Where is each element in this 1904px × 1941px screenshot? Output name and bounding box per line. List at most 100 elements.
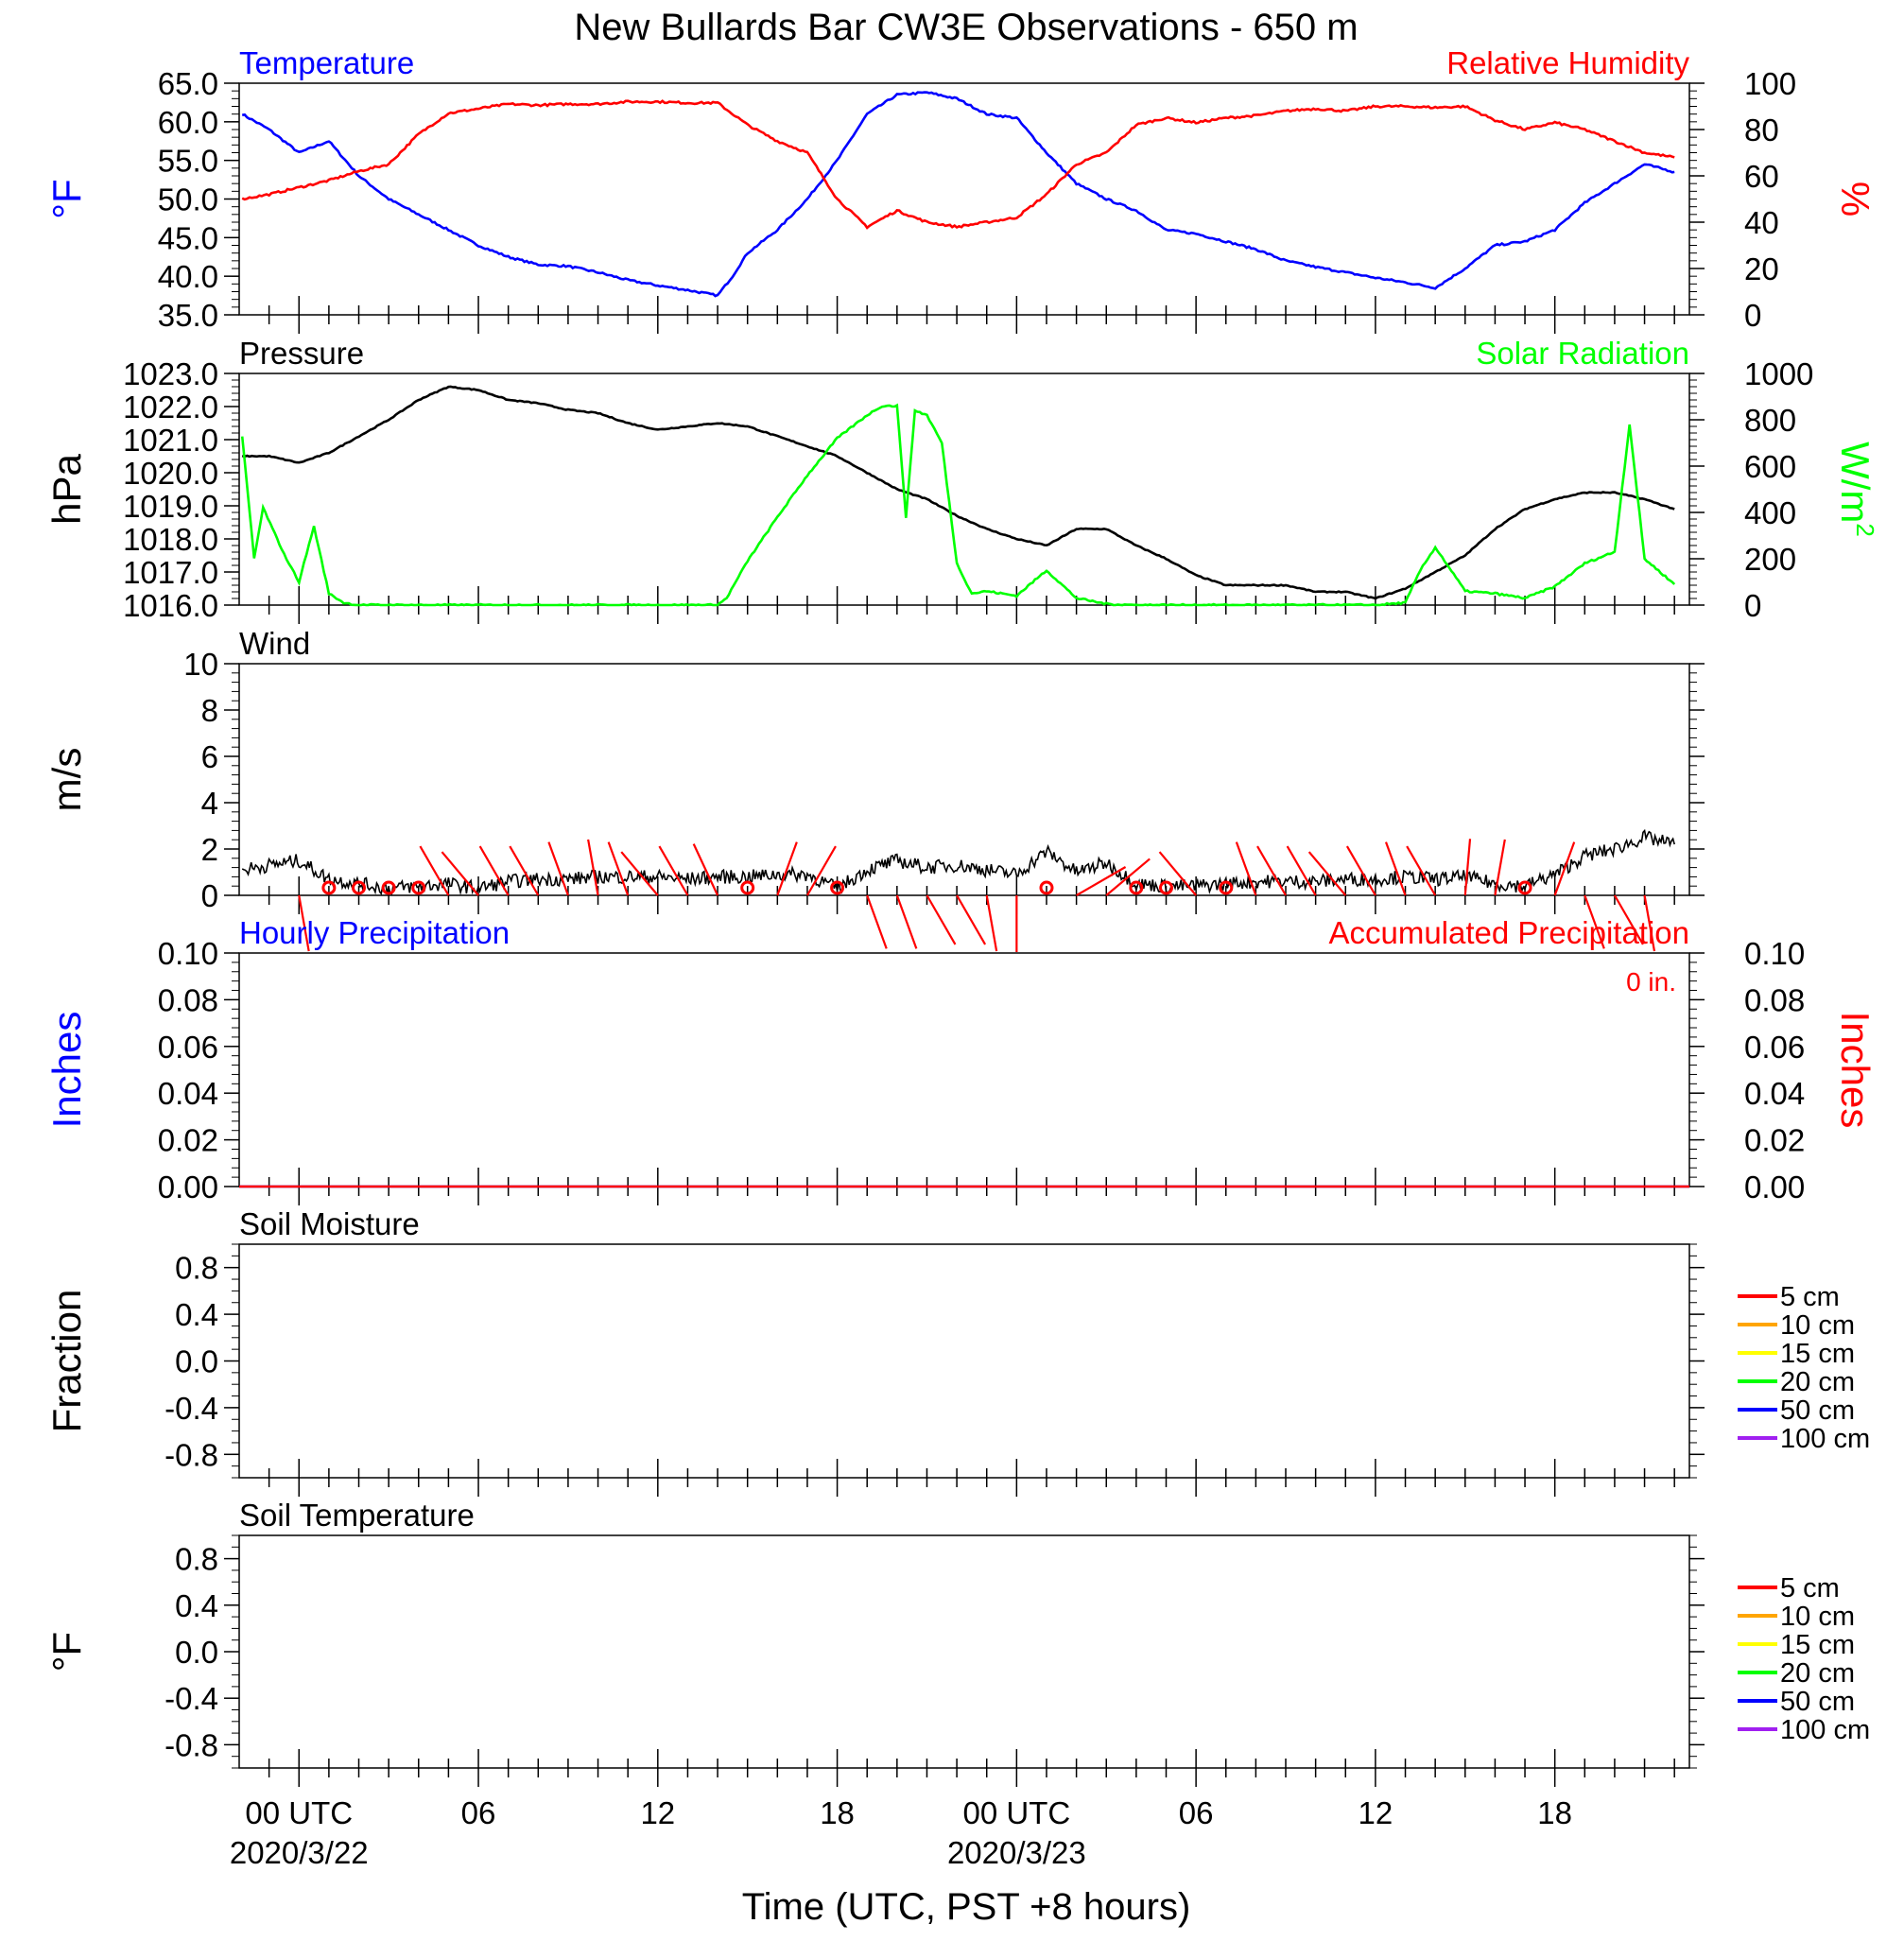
calm-wind-marker [1219,880,1234,895]
y-left-tick-label: 10 [183,647,218,682]
y-left-tick-label: 0 [201,878,218,913]
panel-1: 35.0 40.0 45.050.055.0 60.0 65.0 0 20 40 60 80 100… [44,45,1878,334]
legend-label: 15 cm [1780,1339,1855,1369]
wind-barb [607,841,630,896]
y-right-tick-label: 0.04 [1744,1076,1805,1111]
y-right-tick-label: 200 [1744,542,1796,577]
y-right-tick-label: 0.06 [1744,1030,1805,1065]
y-left-tick-label: 55.0 [158,144,218,179]
wind-barb [1463,839,1472,896]
y-left-tick-label: 0.8 [175,1251,218,1286]
y-right-axis-label: W/m2 [1833,442,1879,537]
time-axis: 00 UTC 2020/3/22 06 12 18 00 UTC 2020/3/23 06 12… [230,1795,1572,1870]
panel-title-left: Wind [239,626,310,661]
plot-frame [238,1534,1690,1769]
y-left-tick-label: 1020.0 [123,456,218,491]
wind-barb [658,845,689,896]
panel-title-left: Soil Moisture [239,1206,420,1241]
panel-title-right: Relative Humidity [1446,45,1689,80]
y-left-tick-label: 40.0 [158,259,218,294]
time-tick-label: 00 UTC [962,1795,1070,1830]
panel-title-left: Pressure [239,336,364,371]
panel-title-left: Soil Temperature [239,1498,475,1533]
wind-barb [895,894,918,949]
y-right-tick-label: 0.08 [1744,982,1805,1017]
y-left-tick-label: 1017.0 [123,555,218,590]
wind-barb [1406,845,1437,896]
wind-barb [1307,851,1347,896]
y-left-tick-label: 0.4 [175,1297,218,1332]
time-tick-label: 18 [820,1795,855,1830]
wind-barb [1584,894,1605,949]
legend-label: 10 cm [1780,1310,1855,1341]
calm-wind-marker [1129,880,1144,895]
time-tick-label: 12 [640,1795,675,1830]
wind-barb [1345,845,1376,896]
wind-barb [1105,858,1151,896]
wind-barb [985,894,998,952]
wind-barb [509,845,540,896]
y-left-tick-label: 0.8 [175,1542,218,1577]
time-axis-label: Time (UTC, PST +8 hours) [742,1886,1191,1928]
y-left-tick-label: 0.10 [158,936,218,971]
y-left-tick-label: 0.0 [175,1344,218,1379]
legend-label: 15 cm [1780,1630,1855,1660]
y-left-axis-label: hPa [44,453,89,524]
y-right-tick-label: 800 [1744,403,1796,438]
plot-frame [238,663,1690,896]
series-temperature [242,91,1675,298]
y-right-tick-label: 60 [1744,159,1779,194]
y-right-tick-label: 20 [1744,251,1779,286]
y-left-tick-label: 35.0 [158,298,218,333]
y-left-tick-label: 0.4 [175,1588,218,1623]
figure-title: New Bullards Bar CW3E Observations - 650… [574,7,1358,48]
panel-4: 0.00 0.02 0.04 0.06 0.08 0.10 0.00 0.02 0.04 0.06… [44,915,1878,1205]
y-right-tick-label: 0 [1744,588,1761,623]
y-left-axis-label: °F [44,179,89,218]
wind-barb [1643,894,1656,952]
y-left-tick-label: 0.0 [175,1635,218,1670]
y-right-axis-label: % [1833,182,1878,217]
y-right-tick-label: 1000 [1744,356,1813,391]
y-right-tick-label: 0.10 [1744,936,1805,971]
y-left-tick-label: 50.0 [158,182,218,217]
y-left-tick-label: -0.4 [164,1681,218,1716]
y-left-tick-label: 60.0 [158,105,218,140]
wind-barb [478,845,510,896]
calm-wind-marker [830,880,845,895]
panel-title-left: Temperature [239,45,414,80]
accumulated-total-label: 0 in. [1626,967,1676,996]
y-left-axis-label: Fraction [44,1290,89,1433]
y-left-tick-label: 4 [201,786,218,821]
wind-barb [1553,841,1576,896]
legend-label: 50 cm [1780,1395,1855,1426]
plot-frame [238,373,1690,606]
legend-label: 100 cm [1780,1715,1870,1745]
y-left-tick-label: 1023.0 [123,356,218,391]
y-right-tick-label: 40 [1744,205,1779,240]
wind-barb [926,894,957,945]
y-left-tick-label: 65.0 [158,66,218,101]
y-right-axis-label-superscript: 2 [1851,523,1879,536]
plot-frame [238,82,1690,316]
y-right-tick-label: 0.02 [1744,1123,1805,1158]
y-left-tick-label: 0.00 [158,1170,218,1204]
wind-barb [866,894,888,949]
wind-barb [776,841,798,896]
time-tick-label: 06 [1179,1795,1214,1830]
y-left-axis-label: m/s [44,748,89,812]
legend-label: 10 cm [1780,1602,1855,1632]
calm-wind-marker [411,880,426,895]
legend-label: 50 cm [1780,1687,1855,1717]
panel-3: 0 2 4 6 8 10 Wind m/s [44,626,1705,952]
calm-wind-marker [1158,880,1173,895]
y-left-tick-label: 8 [201,693,218,728]
panel-title-right: Accumulated Precipitation [1328,915,1689,950]
wind-barb [1235,841,1257,896]
legend-label: 20 cm [1780,1658,1855,1689]
time-tick-date: 2020/3/22 [230,1835,369,1870]
time-tick-label: 18 [1537,1795,1572,1830]
wind-barb [1494,839,1506,896]
legend-label: 20 cm [1780,1367,1855,1397]
